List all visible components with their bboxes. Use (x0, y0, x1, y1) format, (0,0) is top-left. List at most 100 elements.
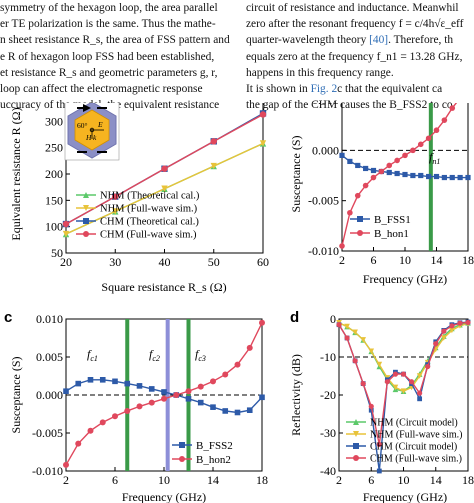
data-point (161, 389, 167, 395)
data-point (457, 174, 463, 181)
legend-d: NHM (Circuit model)NHM (Full-wave sim.)C… (346, 418, 463, 465)
data-point (210, 378, 216, 385)
data-point (259, 111, 267, 118)
y-tick-label: -0.005 (32, 426, 63, 440)
data-point (362, 182, 369, 189)
data-point (112, 413, 118, 420)
panel-a: a 203040506050100150200250300350 Equival… (9, 103, 269, 294)
series-c (63, 319, 265, 471)
data-point (386, 169, 392, 176)
x-tick-label: 10 (399, 253, 411, 267)
data-point (210, 138, 217, 145)
y-tick-label: 0.010 (36, 312, 63, 326)
legend-a: NHM (Theoretical cal.) NHM (Full-wave sim… (76, 191, 200, 241)
data-point (433, 341, 439, 347)
data-point (99, 377, 106, 383)
data-point (352, 358, 358, 364)
data-point (185, 396, 192, 402)
data-point (418, 172, 424, 179)
ylabel-c: Susceptance (S) (9, 357, 23, 434)
x-tick-label: 14 (207, 473, 219, 487)
data-point (376, 361, 383, 368)
legend-label: NHM (Theoretical cal.) (100, 191, 200, 202)
data-point (417, 141, 424, 148)
legend-c: B_FSS2 B_hon2 (172, 440, 233, 466)
data-point (347, 209, 353, 216)
data-point (83, 231, 89, 237)
y-tick-label: -40 (320, 464, 336, 478)
left-text-column: symmetry of the hexagon loop, the area p… (0, 0, 236, 113)
text-line: It is shown in Fig. 2c that the equivale… (246, 82, 443, 95)
text-line: er TE polarization is the same. Thus the… (0, 18, 216, 31)
x-tick-label: 10 (158, 473, 170, 487)
figure-2: a 203040506050100150200250300350 Equival… (4, 103, 474, 503)
text-line: symmetry of the hexagon loop, the area p… (0, 2, 218, 14)
data-point (449, 105, 456, 111)
data-point (161, 185, 168, 192)
data-point (378, 168, 385, 175)
data-point (410, 147, 416, 154)
x-tick-label: 6 (368, 473, 374, 487)
data-point (259, 140, 267, 147)
x-tick-label: 18 (462, 253, 474, 267)
panel-letter-c: c (4, 309, 12, 326)
data-point (179, 442, 185, 448)
data-point (259, 319, 265, 326)
data-point (441, 117, 448, 123)
data-point (449, 174, 455, 181)
data-point (353, 443, 359, 449)
data-point (355, 162, 361, 169)
text-line: n sheet resistance R_s, the area of FSS … (0, 34, 230, 47)
figure-link[interactable]: Fig. 2 (310, 82, 338, 95)
legend-b: B_FSS1 B_hon1 (350, 214, 411, 240)
data-point (161, 395, 167, 402)
xlabel-c: Frequency (GHz) (122, 490, 206, 503)
ticks-a: 203040506050100150200250300350 (45, 114, 269, 269)
data-point (465, 319, 471, 326)
data-point (185, 388, 192, 395)
y-tick-label: 50 (51, 246, 63, 260)
data-point (368, 407, 374, 413)
data-point (465, 174, 471, 181)
x-tick-label: 60 (257, 255, 269, 269)
data-point (386, 162, 393, 169)
ticks-c: 2 6 10 14 18 -0.010 -0.005 0.000 0.005 0.010 (32, 312, 268, 487)
panel-letter-d: d (290, 309, 299, 326)
data-point (363, 165, 369, 172)
data-point (417, 396, 423, 402)
annotation-fn1: fn1 (429, 150, 440, 166)
data-point (148, 399, 155, 406)
x-tick-label: 30 (109, 255, 121, 269)
data-point (400, 388, 407, 394)
x-tick-label: 20 (60, 255, 72, 269)
text-line: et resistance R_s and geometric paramete… (0, 66, 218, 79)
y-tick-label: 0.005 (36, 350, 63, 364)
series-a (62, 110, 267, 238)
y-tick-label: -20 (320, 388, 336, 402)
right-text-column: circuit of resistance and inductance. Me… (246, 0, 474, 113)
data-point (441, 328, 447, 334)
y-tick-label: 0.000 (312, 143, 339, 157)
data-point (62, 220, 70, 228)
ylabel-d: Reflectivity (dB) (289, 354, 303, 436)
data-point (339, 243, 345, 249)
data-point (222, 371, 229, 378)
legend-label: NHM (Full-wave sim.) (370, 430, 463, 441)
x-tick-label: 2 (339, 253, 345, 267)
data-point (179, 456, 185, 462)
data-point (376, 441, 382, 447)
y-tick-label: 250 (45, 141, 63, 155)
citation-link[interactable]: [40] (369, 34, 389, 47)
legend-label: B_hon2 (196, 454, 231, 466)
data-point (75, 440, 82, 447)
data-point (344, 335, 350, 341)
text-line: the gap of the CHM causes the B_FSS2 to … (246, 99, 453, 112)
data-point (87, 427, 94, 434)
data-point (441, 335, 447, 341)
y-tick-label: -0.010 (32, 464, 63, 478)
data-point (457, 320, 463, 326)
x-tick-label: 6 (112, 473, 118, 487)
data-point (136, 403, 143, 410)
legend-label: B_hon1 (374, 228, 409, 240)
